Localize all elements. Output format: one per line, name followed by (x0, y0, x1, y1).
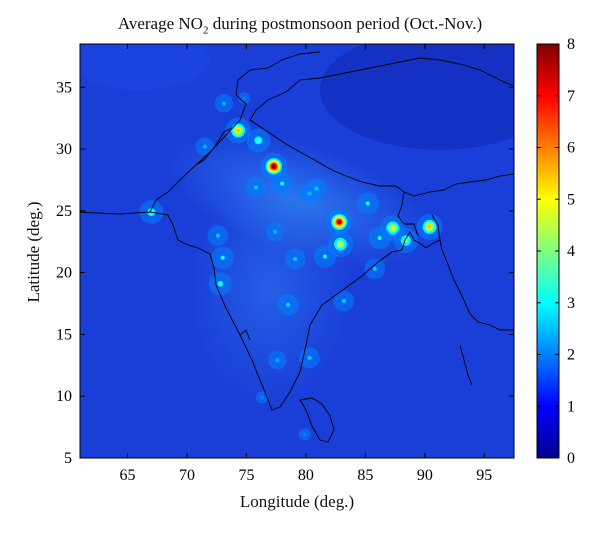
y-tick-label: 5 (64, 450, 72, 467)
colorbar-tick-label: 5 (567, 191, 575, 208)
y-axis-label: Latitude (deg.) (24, 201, 43, 303)
hotspot (255, 391, 268, 404)
x-tick-label: 80 (298, 467, 314, 484)
hotspot (208, 272, 232, 296)
map-title: Average NO2 during postmonsoon period (O… (117, 14, 483, 37)
x-tick-label: 95 (476, 467, 492, 484)
y-tick-label: 30 (56, 141, 72, 158)
hotspot (364, 258, 386, 280)
plot-frame (79, 43, 515, 459)
hotspot (299, 347, 320, 369)
boundary-lines (80, 51, 514, 443)
hotspot (298, 428, 311, 441)
hotspot (284, 248, 306, 270)
hotspot (333, 290, 355, 312)
colorbar-tick-label: 8 (567, 36, 575, 53)
hotspot (393, 228, 419, 253)
hotspot (214, 94, 234, 113)
colorbar-tick-label: 2 (567, 347, 575, 364)
hotspot (207, 225, 229, 246)
y-tick-label: 15 (56, 326, 72, 343)
y-tick-label: 25 (56, 203, 72, 220)
hotspot (225, 117, 252, 144)
hotspot (246, 128, 271, 153)
x-axis-ticks: 65 70 75 80 85 90 95 (120, 44, 492, 484)
x-tick-label: 75 (238, 467, 254, 484)
hotspot (211, 246, 234, 270)
x-tick-label: 70 (179, 467, 195, 484)
colorbar-tick-label: 1 (567, 398, 575, 415)
y-axis-ticks: 5 10 15 20 25 30 35 (56, 79, 514, 467)
hotspot (277, 293, 299, 316)
x-tick-label: 85 (357, 467, 373, 484)
hotspot (325, 208, 353, 236)
colorbar-tick-label: 4 (567, 243, 575, 260)
hotspot (270, 172, 294, 195)
x-tick-label: 65 (120, 467, 136, 484)
hotspot (265, 222, 285, 242)
no2-hotspots (139, 92, 443, 441)
hotspot (306, 178, 328, 199)
y-tick-label: 10 (56, 388, 72, 405)
hotspot (356, 192, 380, 215)
colorbar-tick-label: 7 (567, 88, 575, 105)
hotspot (245, 176, 267, 198)
y-tick-label: 35 (56, 79, 72, 96)
y-tick-label: 20 (56, 265, 72, 282)
x-tick-label: 90 (417, 467, 433, 484)
hotspot (313, 245, 337, 268)
hotspot (268, 351, 287, 370)
colorbar-tick-label: 6 (567, 140, 575, 157)
x-axis-label: Longitude (deg.) (239, 492, 355, 511)
hotspot (238, 92, 251, 105)
colorbar-tick-label: 3 (567, 295, 575, 312)
colorbar-ticks: 0 1 2 3 4 5 6 7 8 (537, 36, 575, 467)
hotspot (195, 137, 215, 156)
hotspot (416, 213, 443, 240)
hotspot (368, 226, 391, 250)
colorbar-tick-label: 0 (567, 450, 575, 467)
